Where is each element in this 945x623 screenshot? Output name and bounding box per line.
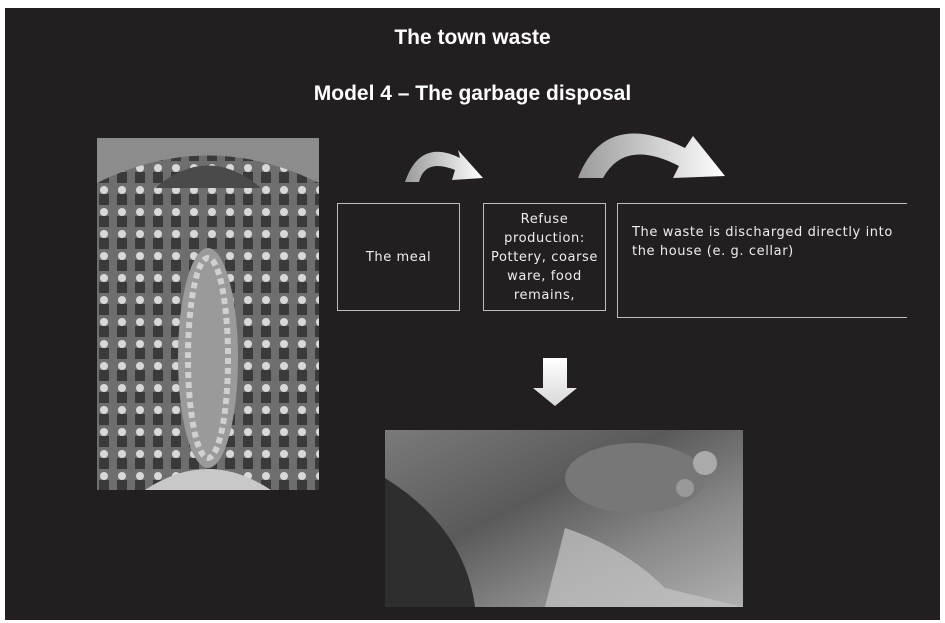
- step-box: Refuse production: Pottery, coarse ware,…: [483, 203, 606, 311]
- curved-arrow: [578, 133, 725, 178]
- step-text: The waste is discharged directly into th…: [632, 225, 893, 259]
- step-text: Refuse production: Pottery, coarse ware,…: [491, 212, 598, 303]
- step-box: The meal: [337, 203, 460, 311]
- step-box: The waste is discharged directly into th…: [617, 203, 907, 318]
- painting-image: [97, 138, 319, 490]
- down-arrow: [533, 358, 577, 406]
- page: The town waste Model 4 – The garbage dis…: [0, 0, 945, 623]
- excavation-photo: [385, 430, 743, 607]
- curved-arrow: [405, 150, 483, 182]
- slide: The town waste Model 4 – The garbage dis…: [5, 8, 940, 620]
- step-text: The meal: [366, 250, 431, 265]
